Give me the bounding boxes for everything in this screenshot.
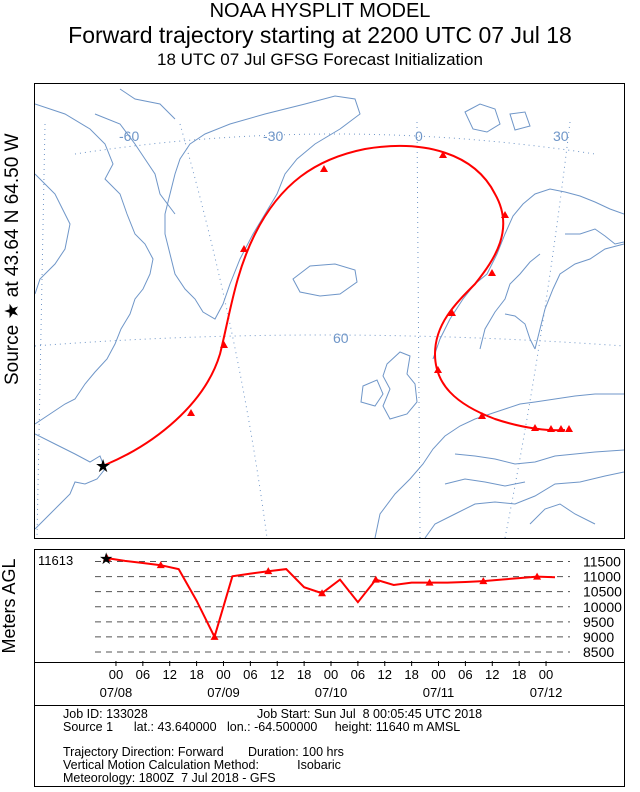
lon-label-2: -30 xyxy=(263,128,283,144)
altitude-series-points xyxy=(103,554,542,640)
traj-marker xyxy=(434,366,442,373)
meteorology-info: Meteorology: 1800Z 7 Jul 2018 - GFS xyxy=(63,771,276,785)
job-id: Job ID: 133028 xyxy=(63,707,148,721)
model-title: NOAA HYSPLIT MODEL xyxy=(209,0,431,22)
hour-tick-label: 00 xyxy=(216,667,230,682)
hour-tick-label: 18 xyxy=(297,667,311,682)
map-canvas: -60 -30 0 30 60 ★ xyxy=(35,88,624,538)
lon-label-4: 30 xyxy=(553,128,569,144)
hour-tick-label: 00 xyxy=(109,667,123,682)
source-info: Source 1 lat.: 43.640000 lon.: -64.50000… xyxy=(63,720,461,734)
traj-marker xyxy=(187,409,195,416)
altitude-point xyxy=(103,554,111,562)
altitude-tick-label: 9000 xyxy=(583,629,614,645)
hour-tick-label: 12 xyxy=(270,667,284,682)
source-location-label: Source ★ at 43.64 N 64.50 W xyxy=(2,133,23,386)
map-grid-labels: -60 -30 0 30 60 xyxy=(119,128,569,346)
traj-marker xyxy=(531,424,539,431)
map-grid xyxy=(35,121,624,538)
run-info-panel: Job ID: 133028 Job Start: Sun Jul 8 00:0… xyxy=(34,705,625,787)
trajectory-title: Forward trajectory starting at 2200 UTC … xyxy=(68,22,572,48)
coastlines xyxy=(35,88,624,538)
altitude-tick-label: 9500 xyxy=(583,614,614,630)
source-star-icon: ★ xyxy=(99,551,113,568)
altitude-point xyxy=(210,632,219,640)
altitude-axis-label: Meters AGL xyxy=(0,558,19,654)
hour-tick-label: 06 xyxy=(243,667,257,682)
traj-marker xyxy=(478,412,486,419)
altitude-series-line xyxy=(106,557,556,640)
lon-label-1: -60 xyxy=(119,128,139,144)
altitude-tick-label: 8500 xyxy=(583,644,614,660)
hour-tick-label: 00 xyxy=(324,667,338,682)
traj-marker xyxy=(439,151,447,158)
traj-marker xyxy=(565,425,573,432)
lat-label: 60 xyxy=(333,330,349,346)
traj-marker xyxy=(240,245,248,252)
date-tick-label: 07/09 xyxy=(207,685,240,700)
time-axis-svg: 00 06 12 18 00 06 12 18 00 06 12 18 00 06 12 18 00 07/08 0… xyxy=(100,661,563,700)
forecast-subtitle: 18 UTC 07 Jul GFSG Forecast Initializati… xyxy=(157,50,483,69)
altitude-tick-label: 11500 xyxy=(583,554,621,570)
traj-marker xyxy=(220,341,228,348)
altitude-point xyxy=(533,572,542,580)
altitude-point xyxy=(479,577,488,585)
altitude-point xyxy=(318,589,327,597)
traj-marker xyxy=(488,269,496,276)
traj-marker xyxy=(448,309,456,316)
altitude-panel: 11500 11000 10500 10000 9500 9000 8500 ★ xyxy=(34,549,625,663)
traj-marker xyxy=(501,211,509,218)
hour-tick-label: 06 xyxy=(351,667,365,682)
altitude-point xyxy=(425,578,434,586)
hour-tick-label: 00 xyxy=(431,667,445,682)
lon-label-3: 0 xyxy=(415,128,423,144)
altitude-point xyxy=(264,567,273,575)
vertical-method: Vertical Motion Calculation Method: Isob… xyxy=(63,758,341,772)
hour-tick-label: 12 xyxy=(162,667,176,682)
altitude-tick-label: 11000 xyxy=(583,569,621,585)
hour-tick-label: 06 xyxy=(458,667,472,682)
trajectory-direction: Trajectory Direction: Forward Duration: … xyxy=(63,745,344,759)
trajectory-markers xyxy=(187,151,573,432)
altitude-point xyxy=(371,575,380,583)
hour-tick-label: 18 xyxy=(404,667,418,682)
date-tick-label: 07/11 xyxy=(423,685,455,700)
hour-tick-label: 18 xyxy=(512,667,526,682)
hour-tick-label: 06 xyxy=(136,667,150,682)
source-star-icon: ★ xyxy=(95,456,111,476)
traj-marker xyxy=(557,425,565,432)
trajectory-map: -60 -30 0 30 60 ★ xyxy=(34,83,625,539)
altitude-gridlines xyxy=(95,561,570,653)
date-tick-label: 07/10 xyxy=(315,685,348,700)
hour-tick-label: 18 xyxy=(189,667,203,682)
date-tick-label: 07/12 xyxy=(530,685,563,700)
time-axis: 00 06 12 18 00 06 12 18 00 06 12 18 00 06 12 18 00 07/08 0… xyxy=(34,661,625,706)
traj-marker xyxy=(320,165,328,172)
altitude-point xyxy=(156,561,165,569)
traj-marker xyxy=(547,425,555,432)
hour-tick-label: 12 xyxy=(485,667,499,682)
start-altitude-label: 11613 xyxy=(38,553,74,568)
altitude-tick-label: 10000 xyxy=(583,599,622,615)
job-start: Job Start: Sun Jul 8 00:05:45 UTC 2018 xyxy=(257,707,483,721)
hour-tick-label: 00 xyxy=(539,667,553,682)
trajectory-path xyxy=(104,145,566,466)
hour-tick-label: 12 xyxy=(378,667,392,682)
date-tick-label: 07/08 xyxy=(100,685,133,700)
altitude-tick-label: 10500 xyxy=(583,584,622,600)
